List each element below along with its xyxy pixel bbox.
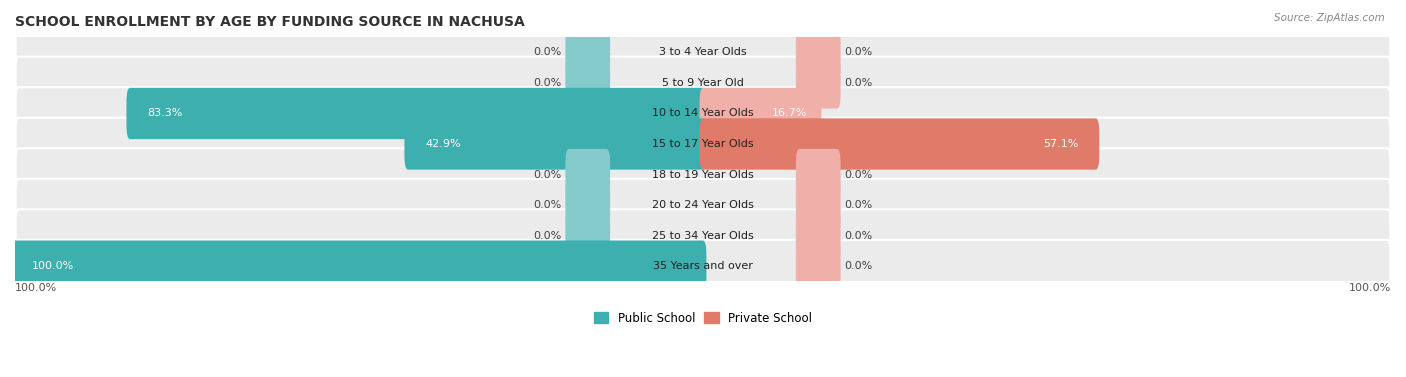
Text: 0.0%: 0.0% xyxy=(844,231,872,241)
FancyBboxPatch shape xyxy=(796,179,841,231)
FancyBboxPatch shape xyxy=(11,241,706,292)
FancyBboxPatch shape xyxy=(15,148,1391,201)
FancyBboxPatch shape xyxy=(565,210,610,261)
FancyBboxPatch shape xyxy=(565,149,610,200)
Text: 83.3%: 83.3% xyxy=(148,109,183,118)
Text: 25 to 34 Year Olds: 25 to 34 Year Olds xyxy=(652,231,754,241)
Text: 100.0%: 100.0% xyxy=(1348,283,1391,293)
Text: 0.0%: 0.0% xyxy=(844,200,872,210)
Text: 57.1%: 57.1% xyxy=(1043,139,1078,149)
Text: SCHOOL ENROLLMENT BY AGE BY FUNDING SOURCE IN NACHUSA: SCHOOL ENROLLMENT BY AGE BY FUNDING SOUR… xyxy=(15,15,524,29)
Text: 10 to 14 Year Olds: 10 to 14 Year Olds xyxy=(652,109,754,118)
FancyBboxPatch shape xyxy=(700,88,821,139)
FancyBboxPatch shape xyxy=(405,118,706,170)
FancyBboxPatch shape xyxy=(127,88,706,139)
Text: 35 Years and over: 35 Years and over xyxy=(652,261,754,271)
FancyBboxPatch shape xyxy=(15,240,1391,293)
FancyBboxPatch shape xyxy=(15,26,1391,79)
Text: 15 to 17 Year Olds: 15 to 17 Year Olds xyxy=(652,139,754,149)
Text: 0.0%: 0.0% xyxy=(844,78,872,88)
Text: 18 to 19 Year Olds: 18 to 19 Year Olds xyxy=(652,170,754,179)
FancyBboxPatch shape xyxy=(15,179,1391,231)
Text: 100.0%: 100.0% xyxy=(15,283,58,293)
Text: 0.0%: 0.0% xyxy=(534,78,562,88)
Text: 20 to 24 Year Olds: 20 to 24 Year Olds xyxy=(652,200,754,210)
FancyBboxPatch shape xyxy=(700,118,1099,170)
Text: 0.0%: 0.0% xyxy=(534,200,562,210)
FancyBboxPatch shape xyxy=(796,27,841,78)
Text: 5 to 9 Year Old: 5 to 9 Year Old xyxy=(662,78,744,88)
Legend: Public School, Private School: Public School, Private School xyxy=(589,307,817,329)
Text: 100.0%: 100.0% xyxy=(32,261,75,271)
FancyBboxPatch shape xyxy=(565,27,610,78)
Text: 0.0%: 0.0% xyxy=(844,261,872,271)
FancyBboxPatch shape xyxy=(15,87,1391,140)
Text: 0.0%: 0.0% xyxy=(844,48,872,57)
Text: 0.0%: 0.0% xyxy=(534,170,562,179)
FancyBboxPatch shape xyxy=(565,57,610,109)
Text: 0.0%: 0.0% xyxy=(844,170,872,179)
Text: 3 to 4 Year Olds: 3 to 4 Year Olds xyxy=(659,48,747,57)
Text: 0.0%: 0.0% xyxy=(534,231,562,241)
Text: 42.9%: 42.9% xyxy=(425,139,461,149)
FancyBboxPatch shape xyxy=(565,179,610,231)
FancyBboxPatch shape xyxy=(796,241,841,292)
Text: 16.7%: 16.7% xyxy=(772,109,807,118)
FancyBboxPatch shape xyxy=(796,149,841,200)
FancyBboxPatch shape xyxy=(15,118,1391,170)
FancyBboxPatch shape xyxy=(15,57,1391,109)
FancyBboxPatch shape xyxy=(796,57,841,109)
FancyBboxPatch shape xyxy=(796,210,841,261)
Text: 0.0%: 0.0% xyxy=(534,48,562,57)
Text: Source: ZipAtlas.com: Source: ZipAtlas.com xyxy=(1274,13,1385,23)
FancyBboxPatch shape xyxy=(15,209,1391,262)
